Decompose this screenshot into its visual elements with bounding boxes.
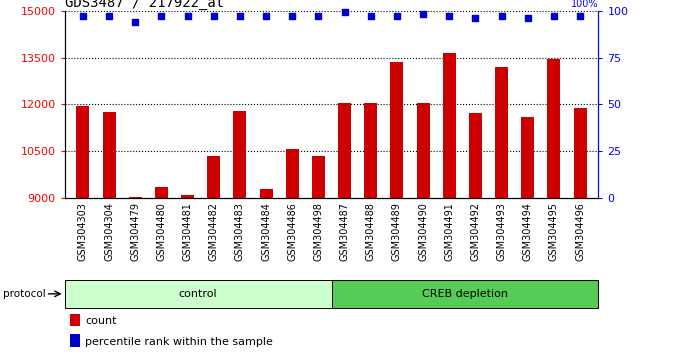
Bar [155,187,168,198]
Point [78,13,88,19]
Text: GSM304304: GSM304304 [104,202,114,261]
Text: GSM304483: GSM304483 [235,202,245,261]
Bar [390,62,403,198]
Point [522,15,533,21]
Point [235,13,245,19]
Text: GSM304482: GSM304482 [209,202,219,261]
Point [575,13,585,19]
Text: count: count [85,316,116,326]
Point [287,13,298,19]
Bar [417,103,430,198]
Bar [207,156,220,198]
Point [496,13,507,19]
Bar [233,111,246,198]
Point [549,13,560,19]
Point [313,13,324,19]
Point [130,19,141,25]
Text: GSM304489: GSM304489 [392,202,402,261]
Text: GSM304491: GSM304491 [444,202,454,261]
Text: control: control [179,289,218,299]
Point [365,13,376,19]
Point [418,12,428,17]
Bar [65,280,332,308]
Bar [181,195,194,198]
Text: GSM304480: GSM304480 [156,202,167,261]
Bar [70,334,80,347]
Point [470,15,481,21]
Text: GSM304494: GSM304494 [523,202,532,261]
Text: GSM304495: GSM304495 [549,202,559,261]
Bar [495,67,508,198]
Text: GDS3487 / 217922_at: GDS3487 / 217922_at [65,0,224,10]
Point [103,13,114,19]
Bar [103,112,116,198]
Text: CREB depletion: CREB depletion [422,289,508,299]
Text: GSM304493: GSM304493 [496,202,507,261]
Bar [521,117,534,198]
Text: GSM304488: GSM304488 [366,202,376,261]
Bar [443,53,456,198]
Text: GSM304496: GSM304496 [575,202,585,261]
Point [156,13,167,19]
Bar [70,314,80,326]
Bar [260,189,273,198]
Bar [364,103,377,198]
Point [392,13,403,19]
Bar [469,113,482,198]
Text: 100%: 100% [571,0,598,9]
Text: GSM304492: GSM304492 [471,202,480,261]
Point [444,13,455,19]
Text: percentile rank within the sample: percentile rank within the sample [85,337,273,347]
Bar [573,108,587,198]
Bar [547,59,560,198]
Point [208,13,219,19]
Point [260,13,271,19]
Bar [312,156,325,198]
Text: GSM304487: GSM304487 [339,202,350,261]
Bar [332,280,598,308]
Point [182,13,193,19]
Point [339,10,350,15]
Text: protocol: protocol [3,289,46,299]
Text: GSM304481: GSM304481 [183,202,192,261]
Text: GSM304484: GSM304484 [261,202,271,261]
Text: GSM304498: GSM304498 [313,202,324,261]
Bar [129,197,142,198]
Text: GSM304303: GSM304303 [78,202,88,261]
Text: GSM304486: GSM304486 [287,202,297,261]
Bar [76,106,90,198]
Text: GSM304490: GSM304490 [418,202,428,261]
Bar [338,103,351,198]
Bar [286,149,299,198]
Text: GSM304479: GSM304479 [131,202,140,261]
